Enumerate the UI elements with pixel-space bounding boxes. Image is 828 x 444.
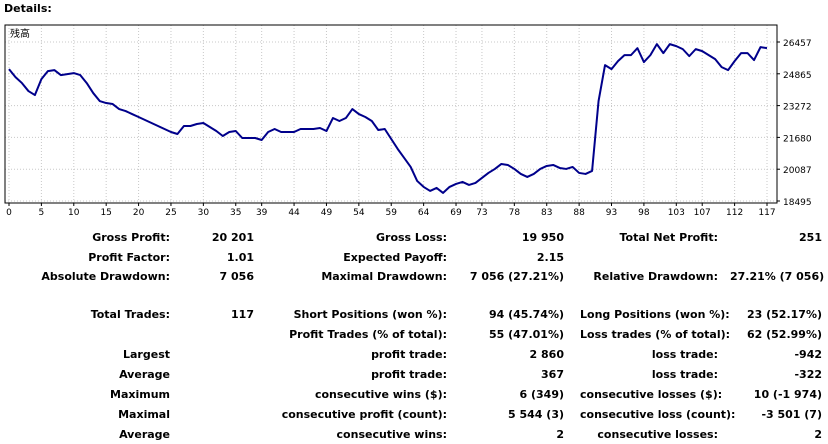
x-axis-ticks: 0 5 10 15 20 25 30 35 39 44 49 54 59 64 69 73 78 83 88 93 98… [6, 203, 776, 218]
x-tick-label: 59 [386, 208, 398, 218]
maximal-consecutive-profit-value: 5 544 (3) [508, 408, 564, 421]
average-consecutive-label: Average [119, 428, 170, 441]
x-tick-label: 117 [758, 208, 775, 218]
gross-profit-label: Gross Profit: [92, 231, 170, 244]
y-tick-label: 23272 [783, 103, 812, 113]
x-tick-label: 5 [39, 208, 45, 218]
y-tick-label: 24865 [783, 71, 812, 81]
x-tick-label: 39 [256, 208, 268, 218]
average-consecutive-wins-value: 2 [556, 428, 564, 441]
max-consecutive-losses-value: 10 (-1 974) [753, 388, 822, 401]
absolute-drawdown-value: 7 056 [219, 270, 254, 283]
relative-drawdown-label: Relative Drawdown: [593, 270, 718, 283]
maximal-label: Maximal [118, 408, 170, 421]
average-label: Average [119, 368, 170, 381]
total-trades-label: Total Trades: [90, 308, 170, 321]
x-tick-label: 0 [6, 208, 12, 218]
balance-line [8, 43, 768, 194]
y-tick-label: 26457 [783, 39, 812, 49]
largest-label: Largest [123, 348, 170, 361]
absolute-drawdown-label: Absolute Drawdown: [41, 270, 170, 283]
maximal-consecutive-loss-value: -3 501 (7) [761, 408, 822, 421]
chart-title: 残高 [10, 27, 30, 40]
average-loss-label: loss trade: [651, 368, 718, 381]
maximal-drawdown-label: Maximal Drawdown: [321, 270, 447, 283]
average-loss-value: -322 [794, 368, 822, 381]
x-tick-label: 15 [100, 208, 111, 218]
average-consecutive-wins-label: consecutive wins: [336, 428, 447, 441]
profit-factor-label: Profit Factor: [88, 251, 170, 264]
short-positions-value: 94 (45.74%) [488, 308, 564, 321]
largest-loss-label: loss trade: [651, 348, 718, 361]
maximal-consecutive-loss-label: consecutive loss (count): [580, 408, 736, 421]
y-tick-label: 18495 [783, 198, 812, 208]
max-consecutive-wins-value: 6 (349) [519, 388, 565, 401]
long-positions-value: 23 (52.17%) [746, 308, 822, 321]
max-consecutive-losses-label: consecutive losses ($): [580, 388, 723, 401]
x-tick-label: 112 [726, 208, 743, 218]
max-consecutive-wins-label: consecutive wins ($): [314, 388, 447, 401]
total-trades-value: 117 [231, 308, 254, 321]
maximum-label: Maximum [110, 388, 170, 401]
profit-factor-value: 1.01 [226, 251, 254, 264]
x-tick-label: 20 [133, 208, 145, 218]
relative-drawdown-value: 27.21% (7 056) [730, 270, 825, 283]
gross-loss-label: Gross Loss: [376, 231, 447, 244]
x-tick-label: 30 [198, 208, 210, 218]
expected-payoff-value: 2.15 [536, 251, 564, 264]
maximal-consecutive-profit-label: consecutive profit (count): [281, 408, 447, 421]
y-axis-ticks: 26457 24865 23272 21680 20087 18495 [777, 39, 812, 208]
short-positions-label: Short Positions (won %): [293, 308, 447, 321]
x-tick-label: 98 [638, 208, 650, 218]
x-tick-label: 64 [418, 208, 430, 218]
y-tick-label: 20087 [783, 166, 812, 176]
loss-trades-value: 62 (52.99%) [746, 328, 822, 341]
y-tick-label: 21680 [783, 134, 812, 144]
profit-trades-label: Profit Trades (% of total): [289, 328, 447, 341]
x-tick-label: 83 [541, 208, 552, 218]
x-tick-label: 49 [321, 208, 333, 218]
x-tick-label: 35 [230, 208, 241, 218]
gross-profit-value: 20 201 [211, 231, 254, 244]
x-tick-label: 78 [509, 208, 521, 218]
details-header: Details: [4, 2, 52, 15]
profit-trades-value: 55 (47.01%) [488, 328, 564, 341]
x-tick-label: 54 [353, 208, 365, 218]
gross-loss-value: 19 950 [521, 231, 564, 244]
x-tick-label: 69 [450, 208, 462, 218]
x-tick-label: 44 [288, 208, 300, 218]
average-consecutive-losses-label: consecutive losses: [597, 428, 718, 441]
x-tick-label: 73 [476, 208, 487, 218]
total-net-profit-label: Total Net Profit: [619, 231, 719, 244]
long-positions-label: Long Positions (won %): [580, 308, 730, 321]
x-tick-label: 93 [606, 208, 617, 218]
x-tick-label: 107 [694, 208, 711, 218]
average-profit-label: profit trade: [371, 368, 447, 381]
x-tick-label: 25 [165, 208, 176, 218]
x-tick-label: 103 [668, 208, 685, 218]
total-net-profit-value: 251 [799, 231, 822, 244]
average-consecutive-losses-value: 2 [814, 428, 822, 441]
loss-trades-label: Loss trades (% of total): [580, 328, 731, 341]
x-tick-label: 88 [573, 208, 585, 218]
chart-series [8, 43, 768, 194]
largest-loss-value: -942 [794, 348, 822, 361]
maximal-drawdown-value: 7 056 (27.21%) [469, 270, 564, 283]
expected-payoff-label: Expected Payoff: [343, 251, 447, 264]
largest-profit-label: profit trade: [371, 348, 447, 361]
x-tick-label: 10 [68, 208, 80, 218]
largest-profit-value: 2 860 [529, 348, 564, 361]
average-profit-value: 367 [541, 368, 564, 381]
